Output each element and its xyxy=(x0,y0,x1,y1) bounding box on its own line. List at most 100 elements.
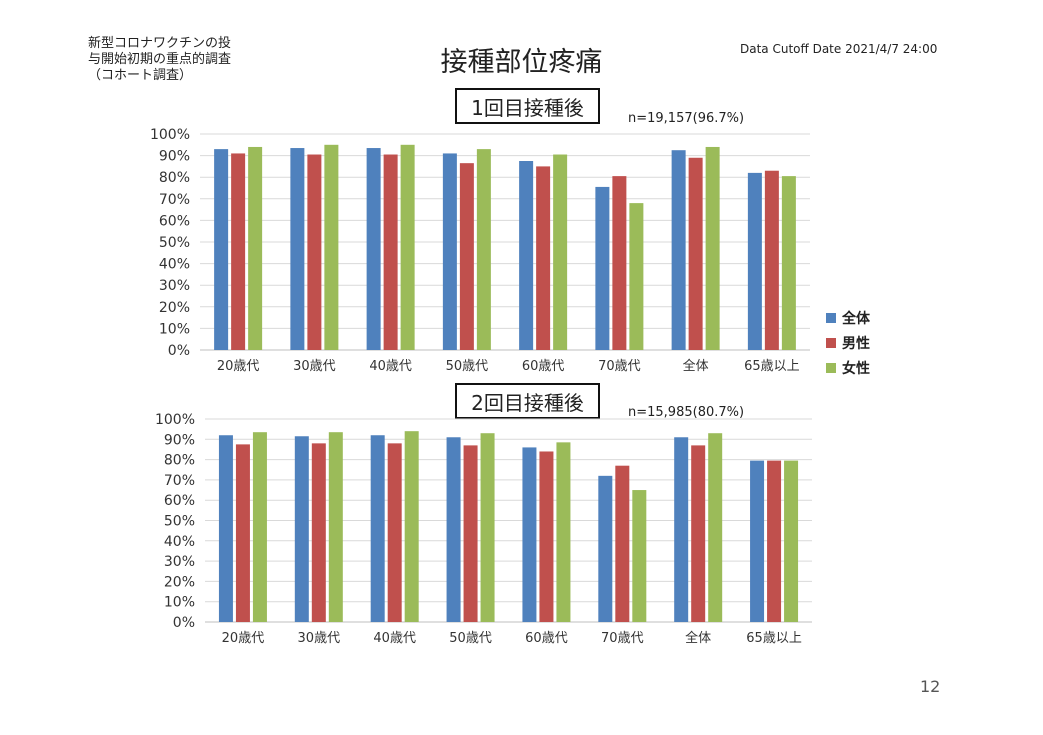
chart1-category-label: 40歳代 xyxy=(369,359,412,374)
legend-item-female: 女性 xyxy=(826,355,870,380)
chart2-bar xyxy=(252,432,267,622)
chart2-bar xyxy=(539,451,554,622)
legend-item-all: 全体 xyxy=(826,305,870,330)
chart1-ytick-label: 20% xyxy=(159,300,190,316)
chart1-ytick-label: 50% xyxy=(159,235,190,251)
chart2-category-label: 50歳代 xyxy=(449,631,492,646)
chart2-bar xyxy=(522,447,537,622)
chart2-bar xyxy=(598,475,613,622)
chart2-n-label: n=15,985(80.7%) xyxy=(628,405,745,420)
chart1-category-label: 65歳以上 xyxy=(744,359,800,374)
chart2-bar xyxy=(708,433,723,622)
page-number: 12 xyxy=(920,677,941,696)
chart1-bar xyxy=(612,176,627,350)
chart2-bar xyxy=(446,437,461,622)
data-cutoff-date: Data Cutoff Date 2021/4/7 24:00 xyxy=(740,42,938,56)
chart2-bar xyxy=(463,445,478,622)
chart1-bar xyxy=(459,163,474,350)
chart1-bar xyxy=(324,144,339,350)
chart1-title: 1回目接種後 xyxy=(455,88,600,124)
chart2-bar xyxy=(767,460,782,622)
chart2-bar xyxy=(632,490,647,622)
chart1-ytick-label: 10% xyxy=(159,321,190,337)
chart1-bar xyxy=(383,154,398,350)
chart1-bar xyxy=(366,148,381,350)
chart1-bar xyxy=(536,166,551,350)
chart1-bar xyxy=(400,144,415,350)
chart1-ytick-label: 60% xyxy=(159,213,190,229)
legend: 全体 男性 女性 xyxy=(826,305,870,380)
chart1-ytick-label: 90% xyxy=(159,149,190,165)
chart2-ytick-label: 40% xyxy=(164,534,195,550)
study-label: 新型コロナワクチンの投 与開始初期の重点的調査 （コホート調査） xyxy=(88,36,232,83)
chart2-category-label: 60歳代 xyxy=(525,631,568,646)
chart2-ytick-label: 100% xyxy=(155,412,195,428)
chart1-category-label: 70歳代 xyxy=(598,359,641,374)
chart2-ytick-label: 30% xyxy=(164,554,195,570)
chart2-category-label: 20歳代 xyxy=(222,631,265,646)
chart2-ytick-label: 60% xyxy=(164,493,195,509)
legend-swatch-male xyxy=(826,337,836,348)
chart1-ytick-label: 80% xyxy=(159,170,190,186)
chart1-category-label: 全体 xyxy=(683,358,709,374)
chart1-ytick-label: 70% xyxy=(159,192,190,208)
chart2-category-label: 40歳代 xyxy=(373,631,416,646)
chart1-bar xyxy=(442,153,457,350)
chart2-bar xyxy=(691,445,706,622)
chart1-bar xyxy=(553,154,568,350)
chart1-bar xyxy=(747,172,762,350)
chart2-ytick-label: 90% xyxy=(164,432,195,448)
chart2-category-label: 65歳以上 xyxy=(746,631,802,646)
chart1-bar xyxy=(781,176,796,350)
chart1-bar xyxy=(705,146,720,350)
chart2-ytick-label: 20% xyxy=(164,574,195,590)
chart1-bar xyxy=(671,150,686,350)
chart2-bar xyxy=(328,432,343,622)
chart2-bar xyxy=(311,443,326,622)
chart1-n-label: n=19,157(96.7%) xyxy=(628,111,745,126)
chart2-bar xyxy=(615,465,630,622)
chart2-bar xyxy=(556,442,571,622)
chart2-title: 2回目接種後 xyxy=(455,383,600,419)
legend-swatch-all xyxy=(826,312,836,323)
chart1-bar xyxy=(290,148,305,350)
chart2-bar xyxy=(750,460,765,622)
chart2-ytick-label: 80% xyxy=(164,453,195,469)
chart1-bar xyxy=(688,157,703,350)
chart1-ytick-label: 100% xyxy=(150,127,190,143)
chart1-bar xyxy=(307,154,322,350)
chart1-category-label: 50歳代 xyxy=(446,359,489,374)
chart1-category-label: 30歳代 xyxy=(293,359,336,374)
chart2-ytick-label: 50% xyxy=(164,514,195,530)
chart2-category-label: 全体 xyxy=(685,630,711,646)
chart1-ytick-label: 40% xyxy=(159,257,190,273)
chart1-bar xyxy=(764,170,779,350)
chart1-bar xyxy=(476,149,491,350)
chart2-bar xyxy=(387,443,402,622)
chart2-bar xyxy=(235,444,250,622)
chart1-ytick-label: 0% xyxy=(168,343,190,359)
chart1-bar xyxy=(231,153,246,350)
chart2-ytick-label: 0% xyxy=(173,615,195,631)
chart1-category-label: 60歳代 xyxy=(522,359,565,374)
legend-swatch-female xyxy=(826,362,836,373)
chart2-bar xyxy=(480,433,495,622)
chart2-bar xyxy=(674,437,689,622)
chart2-bar xyxy=(218,435,233,622)
chart2-category-label: 30歳代 xyxy=(298,631,341,646)
chart2-ytick-label: 70% xyxy=(164,473,195,489)
slide-title: 接種部位疼痛 xyxy=(440,47,603,78)
legend-label-male: 男性 xyxy=(842,335,870,352)
chart2-bar xyxy=(784,460,799,622)
chart1-ytick-label: 30% xyxy=(159,278,190,294)
chart2-bar xyxy=(294,436,309,622)
chart1-bar xyxy=(595,186,610,350)
chart2-bar xyxy=(404,431,419,622)
chart2-bar xyxy=(370,435,385,622)
chart1-category-label: 20歳代 xyxy=(217,359,260,374)
legend-label-female: 女性 xyxy=(842,360,870,377)
chart2-ytick-label: 10% xyxy=(164,595,195,611)
legend-label-all: 全体 xyxy=(842,310,870,327)
chart1-bar xyxy=(629,203,644,350)
chart2-category-label: 70歳代 xyxy=(601,631,644,646)
